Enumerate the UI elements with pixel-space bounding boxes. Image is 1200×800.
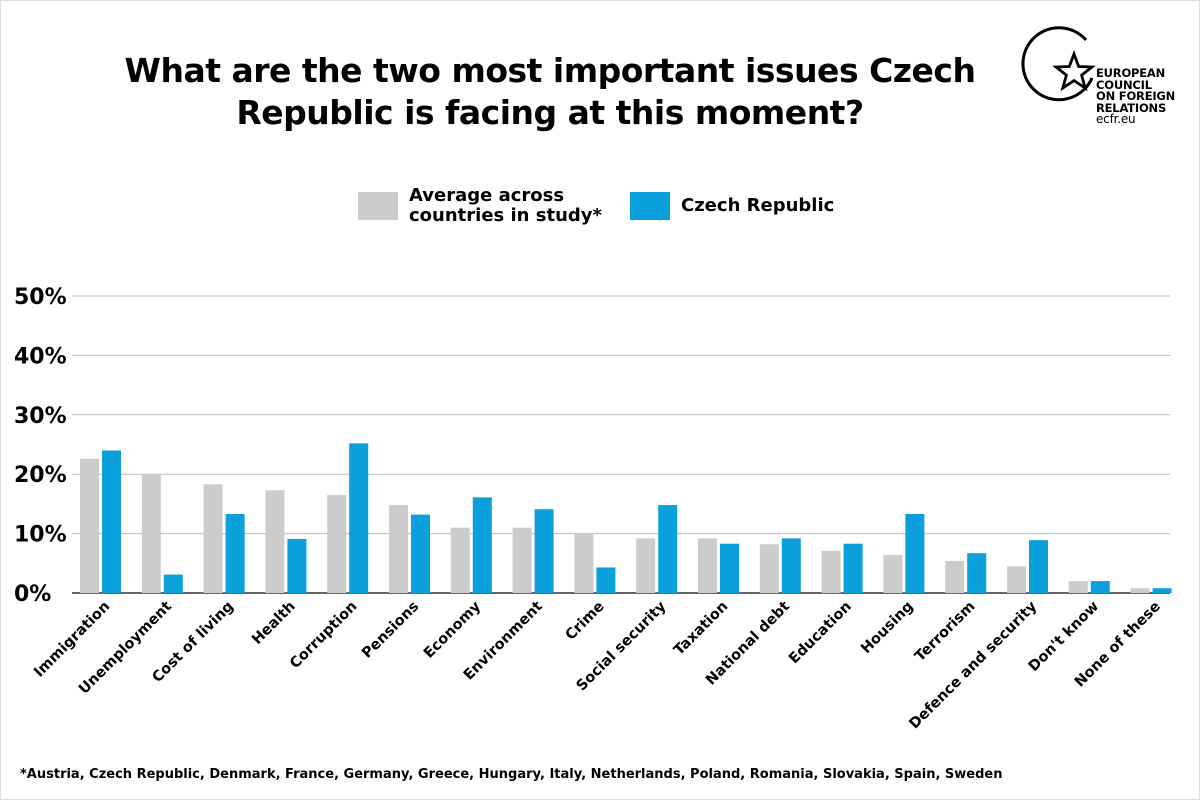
logo-line-4: RELATIONS — [1096, 100, 1167, 115]
bar-czech — [1152, 588, 1172, 593]
bar-average — [1007, 566, 1026, 593]
bar-czech — [349, 443, 369, 593]
legend-label-average-line-2: countries in study* — [409, 205, 602, 226]
bar-average — [574, 533, 594, 593]
x-tick-label: Terrorism — [912, 599, 978, 665]
y-tick-label: 30% — [14, 404, 67, 429]
x-tick-label: Taxation — [671, 599, 731, 659]
legend-label-average-line-1: Average across — [409, 185, 565, 206]
bar-average — [512, 527, 532, 593]
bar-average — [821, 550, 841, 593]
bar-average — [1068, 581, 1088, 593]
legend-label-average: Average across countries in study* — [409, 186, 602, 226]
bar-average — [883, 554, 903, 593]
bar-average — [759, 544, 779, 593]
logo-line-3: ON FOREIGN — [1096, 89, 1176, 103]
bar-average — [141, 474, 161, 593]
legend-item-average: Average across countries in study* — [358, 186, 602, 226]
bar-czech — [163, 574, 183, 593]
bar-czech — [781, 538, 801, 593]
bar-czech — [596, 567, 616, 593]
x-tick-label: Education — [786, 599, 855, 668]
bar-czech — [225, 513, 245, 593]
chart-title: What are the two most important issues C… — [100, 50, 1000, 134]
x-tick-label: Defence and security — [907, 598, 1041, 732]
logo-star-circle-icon — [1021, 26, 1096, 102]
x-tick-label: Pensions — [359, 599, 422, 662]
x-tick-label: Economy — [421, 598, 485, 662]
bar-average — [450, 527, 470, 593]
bar-average — [80, 458, 99, 593]
bar-czech — [411, 514, 430, 593]
logo-line-1: EUROPEAN — [1096, 66, 1166, 80]
y-tick-label: 40% — [14, 344, 67, 369]
logo-line-2: COUNCIL — [1096, 77, 1152, 92]
bar-czech — [658, 505, 678, 593]
chart-title-line-1: What are the two most important issues C… — [124, 51, 976, 90]
x-tick-label: Crime — [563, 598, 608, 643]
bar-czech — [967, 553, 987, 593]
bar-czech — [472, 497, 492, 593]
bar-average — [1130, 588, 1150, 593]
bar-average — [945, 560, 965, 593]
ecfr-logo: EUROPEAN COUNCIL ON FOREIGN RELATIONS ec… — [1020, 26, 1185, 156]
chart-legend: Average across countries in study* Czech… — [0, 186, 1200, 236]
bar-czech — [534, 509, 554, 593]
bar-average — [265, 490, 285, 593]
y-tick-label: 20% — [14, 463, 67, 488]
bar-average — [327, 494, 347, 593]
y-tick-label: 50% — [14, 285, 67, 310]
bar-czech — [843, 543, 863, 593]
footnote: *Austria, Czech Republic, Denmark, Franc… — [20, 767, 1003, 782]
y-tick-label: 10% — [14, 523, 67, 548]
bar-average — [203, 484, 223, 593]
legend-label-czech: Czech Republic — [681, 195, 835, 216]
logo-url: ecfr.eu — [1096, 112, 1136, 126]
legend-item-czech: Czech Republic — [630, 192, 834, 220]
bar-czech — [1090, 581, 1110, 593]
legend-swatch-average — [358, 192, 398, 220]
legend-swatch-czech — [630, 192, 670, 220]
x-tick-label: Health — [249, 599, 298, 648]
y-tick-label: 0% — [14, 582, 51, 607]
chart-title-line-2: Republic is facing at this moment? — [236, 93, 864, 132]
bar-average — [698, 538, 717, 593]
bar-czech — [905, 513, 925, 593]
bar-czech — [102, 450, 121, 593]
bar-average — [636, 538, 656, 593]
bar-czech — [287, 538, 307, 593]
x-tick-label: Housing — [858, 599, 917, 658]
bar-czech — [720, 543, 739, 593]
logo-text: EUROPEAN COUNCIL ON FOREIGN RELATIONS ec… — [1096, 66, 1176, 126]
bar-czech — [1029, 540, 1048, 593]
bar-average — [389, 505, 408, 593]
